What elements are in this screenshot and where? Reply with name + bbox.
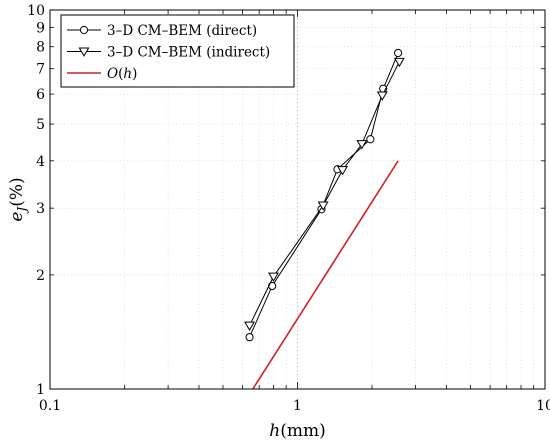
data-point-circle [394, 48, 403, 58]
x-tick-label: 10 [536, 398, 550, 414]
y-tick-label: 10 [27, 3, 45, 19]
data-point-circle [79, 25, 89, 35]
y-tick-label: 8 [36, 40, 45, 56]
y-tick-label: 7 [36, 62, 45, 78]
legend-label: 3–D CM–BEM (indirect) [107, 45, 270, 61]
x-axis-label-var: h [269, 421, 280, 441]
data-point-circle [366, 135, 375, 144]
data-point-triangle [376, 91, 388, 101]
y-tick-label: 5 [36, 117, 45, 133]
series-2 [244, 57, 405, 331]
legend-item: 3–D CM–BEM (indirect) [67, 45, 270, 61]
data-point-triangle [393, 57, 405, 68]
series-layer [244, 48, 405, 390]
series-line [252, 160, 399, 390]
y-axis-label: eJ(%) [7, 177, 29, 221]
data-point-triangle [268, 272, 279, 282]
x-tick-label: 1 [293, 398, 302, 414]
data-point-triangle [317, 201, 329, 211]
data-point-triangle [337, 166, 348, 176]
y-axis-label-var: e [7, 212, 27, 222]
x-tick-label: 0.1 [39, 398, 61, 414]
y-tick-label: 2 [36, 268, 45, 284]
y-axis-label-sub: J [15, 206, 29, 215]
data-point-triangle [244, 321, 256, 331]
data-point-circle [245, 333, 254, 342]
legend-items: 3–D CM–BEM (direct) 3–D CM–BEM (indirect)… [67, 23, 270, 82]
y-tick-label: 3 [36, 201, 45, 217]
legend-label: O(h) [107, 66, 137, 82]
y-tick-label: 4 [36, 154, 45, 170]
legend-label: 3–D CM–BEM (direct) [107, 23, 257, 39]
y-tick-label: 6 [36, 87, 45, 103]
y-axis-label-unit: (%) [7, 177, 27, 206]
x-axis-label: h(mm) [269, 421, 325, 441]
data-point-triangle [356, 140, 368, 150]
legend-item: 3–D CM–BEM (direct) [67, 23, 257, 39]
x-axis-label-unit: (mm) [280, 421, 326, 441]
y-tick-label: 1 [36, 382, 45, 398]
axis-ticks [49, 9, 546, 390]
y-tick-label: 9 [36, 20, 45, 36]
legend: 3–D CM–BEM (direct) 3–D CM–BEM (indirect)… [60, 14, 295, 88]
legend-item: O(h) [67, 66, 137, 82]
series-3 [252, 160, 399, 390]
data-point-triangle [78, 47, 90, 57]
